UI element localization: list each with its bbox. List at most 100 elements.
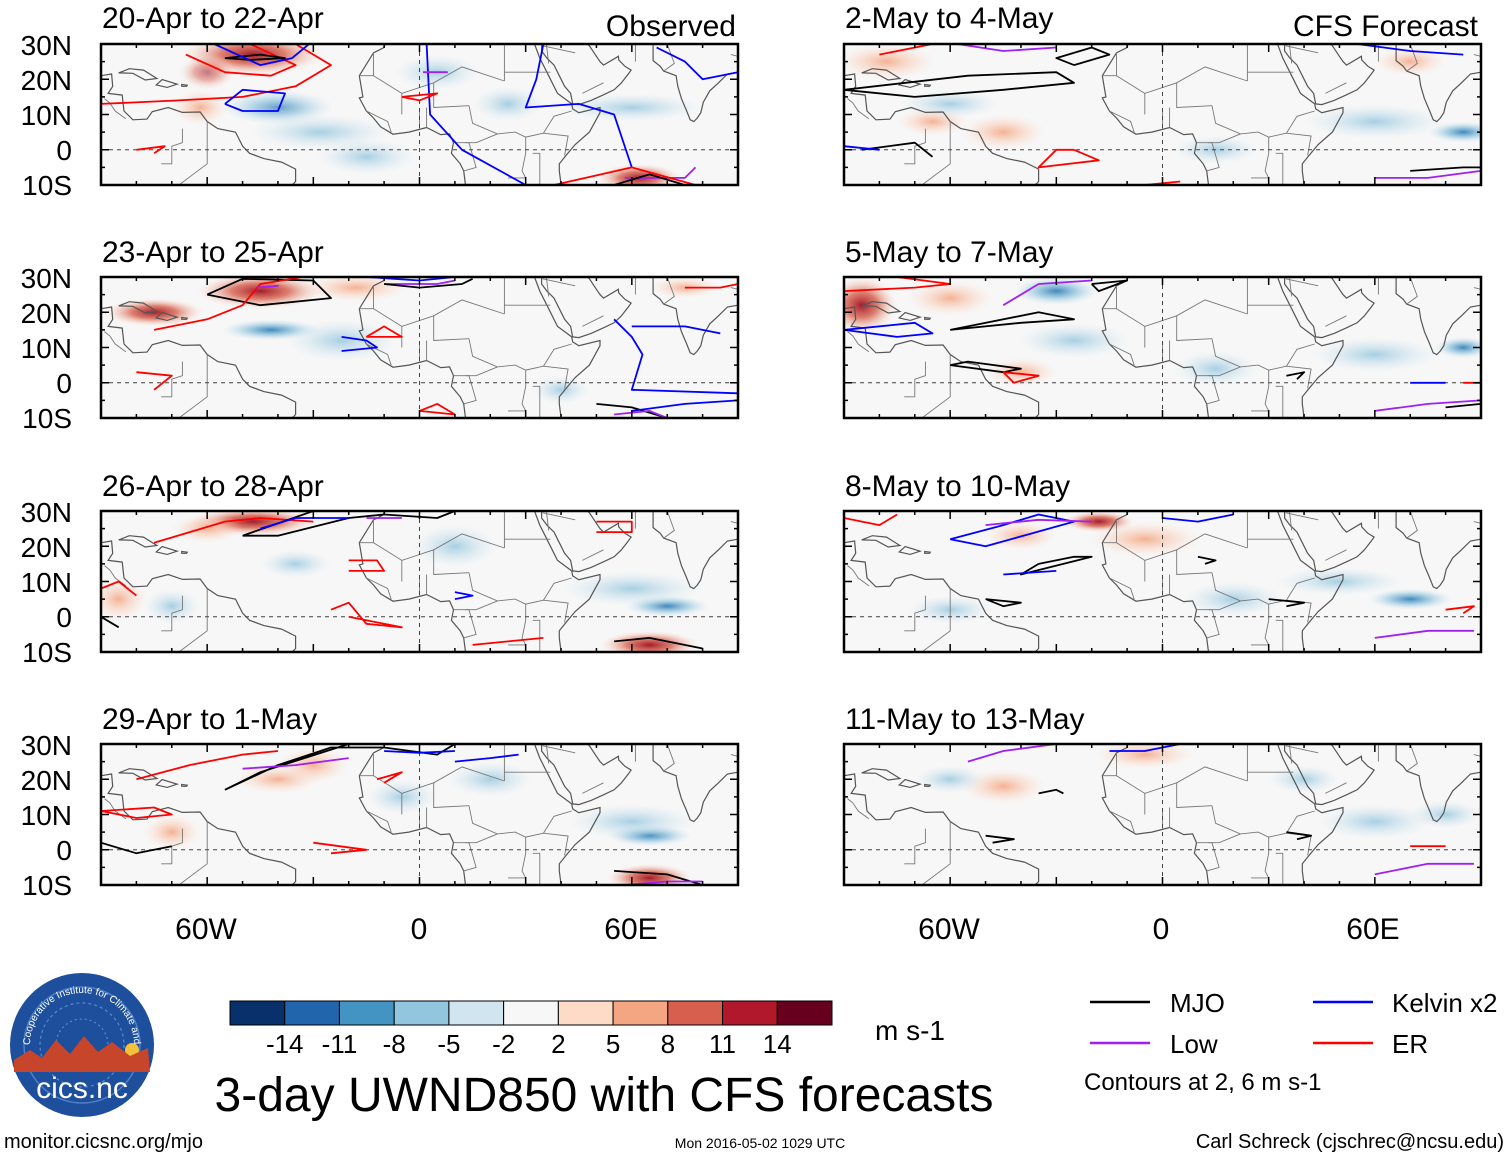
- contour-line: [1109, 744, 1181, 752]
- colorbar-tick-label: 2: [551, 1029, 565, 1059]
- anomaly-shading: [914, 765, 986, 794]
- contour-line: [596, 520, 633, 533]
- contour-line: [1002, 279, 1092, 306]
- country-border: [104, 98, 127, 120]
- country-border: [1325, 782, 1347, 794]
- country-border: [921, 121, 951, 185]
- map-panel: [842, 509, 1483, 654]
- coastline: [541, 511, 632, 573]
- contour-line: [213, 44, 311, 66]
- coastline: [1395, 511, 1481, 590]
- country-border: [468, 105, 569, 156]
- contour-line: [844, 145, 880, 151]
- country-border: [433, 549, 470, 575]
- contour-line: [1445, 403, 1481, 409]
- coastline: [154, 778, 180, 789]
- contour-line: [1003, 570, 1057, 576]
- coastline: [1284, 44, 1375, 106]
- anomaly-shading: [596, 163, 682, 185]
- map-panel: [99, 275, 740, 420]
- country-border: [847, 331, 870, 353]
- coastline: [101, 773, 297, 885]
- country-border: [468, 338, 569, 389]
- country-border: [1116, 533, 1248, 561]
- contour-line: [425, 44, 527, 185]
- contour-line: [614, 410, 668, 418]
- anomaly-shading: [1374, 47, 1446, 76]
- country-border: [521, 370, 527, 412]
- colorbar-box: [612, 1000, 669, 1026]
- coastline: [897, 545, 923, 556]
- panel-title: 20-Apr to 22-Apr: [102, 2, 324, 35]
- lat-label: 10S: [22, 403, 72, 434]
- colorbar: -14 -11 -8 -5 -2 2 5 8 11 14: [229, 1000, 833, 1059]
- contour-line: [136, 750, 278, 781]
- country-border: [468, 572, 569, 623]
- country-border: [543, 810, 572, 834]
- coastline: [586, 884, 596, 885]
- country-border: [1406, 744, 1418, 772]
- coastline: [541, 44, 632, 106]
- coastline: [118, 535, 159, 548]
- contour-line: [224, 88, 286, 112]
- country-border: [161, 128, 183, 165]
- contour-line: [553, 166, 696, 185]
- contour-line: [1374, 862, 1474, 876]
- colorbar-box: [284, 1000, 340, 1026]
- country-border: [1211, 572, 1312, 623]
- legend-label: MJO: [1170, 988, 1225, 1018]
- country-border: [663, 511, 675, 539]
- country-border: [1275, 385, 1284, 418]
- country-border: [1275, 619, 1284, 652]
- country-border: [1109, 810, 1135, 833]
- contour-line: [631, 399, 738, 412]
- country-border: [532, 152, 541, 185]
- coastline: [541, 744, 632, 806]
- country-border: [178, 821, 208, 885]
- contour-line: [957, 44, 1057, 52]
- country-border: [433, 782, 470, 808]
- contour-line: [1091, 279, 1128, 292]
- coastline: [358, 44, 601, 185]
- contour-line: [844, 513, 898, 526]
- contour-line: [1038, 788, 1064, 795]
- contour-line: [260, 517, 349, 530]
- country-border: [373, 766, 505, 794]
- country-border: [1176, 782, 1213, 808]
- observed-label: Observed: [606, 10, 736, 43]
- lat-label: 10N: [21, 100, 72, 131]
- lon-label: 60E: [604, 913, 657, 946]
- panel-title: 2-May to 4-May: [845, 2, 1053, 35]
- map-panel: [842, 42, 1483, 187]
- coastline: [118, 68, 159, 81]
- country-border: [921, 588, 951, 652]
- contour-line: [684, 283, 738, 289]
- contour-line: [985, 598, 1022, 608]
- coastline: [541, 277, 632, 339]
- panel-title: 26-Apr to 28-Apr: [102, 470, 324, 503]
- contour-line: [101, 841, 172, 855]
- contour-line: [985, 834, 1015, 844]
- lat-label: 0: [56, 602, 72, 633]
- coastline: [154, 78, 180, 89]
- country-border: [1275, 852, 1284, 885]
- colorbar-units: m s-1: [875, 1015, 945, 1046]
- country-border: [847, 98, 870, 120]
- country-border: [1176, 82, 1213, 108]
- colorbar-tick-label: 11: [709, 1029, 736, 1059]
- contour-line: [472, 637, 544, 646]
- legend-label: ER: [1392, 1029, 1428, 1059]
- coastline: [1395, 744, 1481, 823]
- anomaly-shading: [1173, 351, 1259, 387]
- contour-line: [1162, 513, 1234, 523]
- country-border: [178, 588, 208, 652]
- coastline: [1284, 744, 1375, 806]
- contour-line: [101, 616, 120, 629]
- country-border: [453, 609, 477, 639]
- lat-label: 10S: [22, 170, 72, 201]
- coastline: [1329, 184, 1339, 185]
- colorbar-tick-label: 8: [661, 1029, 675, 1059]
- country-border: [663, 277, 675, 305]
- country-border: [1196, 142, 1220, 172]
